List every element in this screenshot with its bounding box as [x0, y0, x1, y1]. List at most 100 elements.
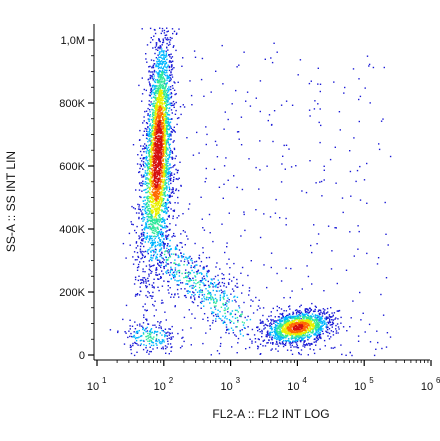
event-point [198, 152, 200, 154]
event-point [148, 109, 151, 111]
event-point [151, 103, 154, 105]
event-point [146, 174, 148, 176]
event-point [210, 281, 212, 284]
event-point [175, 49, 177, 52]
event-point [168, 251, 170, 253]
event-point [164, 208, 166, 210]
event-point [144, 255, 146, 258]
event-point [167, 331, 169, 333]
event-point [318, 313, 321, 316]
event-point [141, 190, 143, 192]
event-point [261, 329, 263, 332]
event-point [167, 149, 169, 151]
event-point [174, 113, 177, 115]
event-point [231, 103, 233, 105]
event-point [155, 251, 157, 253]
event-point [166, 245, 168, 247]
event-point [151, 121, 154, 123]
event-point [162, 90, 165, 93]
event-point [272, 307, 274, 310]
event-point [142, 328, 144, 331]
event-point [157, 74, 159, 76]
event-point [184, 276, 187, 278]
event-point [198, 296, 200, 298]
event-point [152, 324, 154, 326]
event-point [168, 38, 170, 41]
event-point [169, 156, 171, 158]
event-point [155, 116, 157, 118]
event-point [170, 64, 173, 66]
event-point [279, 342, 281, 344]
event-point [286, 340, 288, 342]
event-point [326, 327, 328, 329]
event-point [169, 177, 172, 180]
event-point [317, 103, 319, 105]
event-point [343, 92, 345, 94]
event-point [155, 108, 157, 111]
event-point [230, 293, 232, 295]
event-point [310, 80, 312, 82]
event-point [324, 313, 326, 315]
event-point [273, 320, 276, 323]
event-point [259, 169, 261, 171]
event-point [148, 273, 150, 275]
event-point [158, 104, 161, 106]
event-point [181, 345, 183, 347]
event-point [155, 92, 157, 94]
event-point [269, 325, 272, 327]
event-point [145, 188, 147, 191]
event-point [129, 328, 131, 330]
event-point [145, 146, 148, 148]
event-point [149, 114, 152, 116]
event-point [382, 314, 385, 316]
event-point [156, 87, 158, 89]
event-point [277, 323, 279, 325]
event-point [163, 341, 165, 343]
event-point [149, 208, 151, 210]
event-point [173, 147, 176, 150]
event-point [161, 226, 164, 229]
event-point [153, 286, 155, 288]
event-point [150, 328, 153, 330]
event-point [158, 221, 161, 223]
event-point [155, 86, 157, 88]
event-point [203, 266, 205, 268]
event-point [385, 346, 388, 348]
event-point [160, 91, 162, 93]
event-point [166, 130, 168, 133]
event-point [151, 201, 153, 204]
event-point [165, 115, 168, 117]
event-point [137, 203, 139, 206]
event-point [138, 206, 140, 208]
event-point [174, 279, 176, 281]
event-point [381, 347, 383, 350]
event-point [169, 188, 171, 191]
event-point [154, 210, 157, 213]
event-point [171, 76, 174, 78]
event-point [310, 309, 312, 311]
event-point [168, 75, 170, 77]
event-point [297, 311, 299, 313]
event-point [145, 202, 147, 204]
event-point [163, 170, 165, 172]
event-point [304, 344, 306, 346]
event-point [215, 285, 217, 287]
event-point [153, 77, 155, 79]
event-point [203, 305, 205, 307]
event-point [217, 315, 220, 317]
event-point [295, 333, 297, 335]
event-point [148, 163, 151, 165]
event-point [168, 98, 171, 100]
event-point [145, 203, 148, 205]
event-point [145, 327, 147, 330]
event-point [144, 212, 147, 215]
event-point [153, 131, 155, 134]
event-point [308, 327, 310, 329]
event-point [233, 175, 235, 177]
event-point [157, 58, 159, 60]
event-point [150, 222, 152, 225]
event-point [211, 296, 213, 298]
event-point [152, 116, 155, 119]
event-point [279, 321, 281, 323]
event-point [296, 345, 299, 347]
